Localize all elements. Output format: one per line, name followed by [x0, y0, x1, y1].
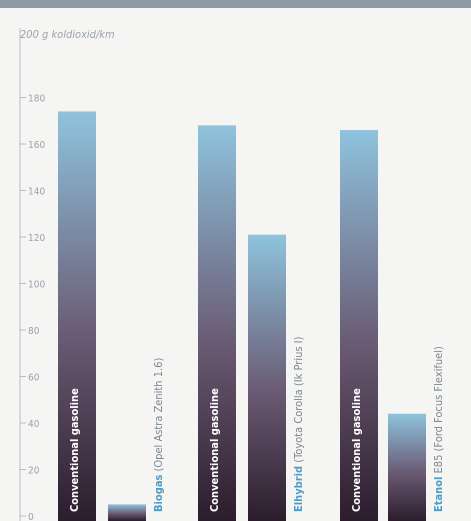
y-tick-label: 40 — [28, 419, 40, 430]
y-tick-label: 20 — [28, 466, 40, 477]
y-ticks: 0 20 40 60 80 100 120 140 160 180 — [20, 94, 45, 521]
y-tick-label: 80 — [28, 326, 40, 337]
category-label: Biogas (Opel Astra Zenith 1.6) — [152, 358, 165, 512]
bar — [58, 111, 96, 521]
bar — [248, 234, 286, 521]
y-tick-label: 60 — [28, 373, 40, 384]
bar-labels: Conventional gasoline Biogas (Opel Astra … — [68, 336, 445, 512]
bar — [340, 130, 378, 521]
category-label: Etanol E85 (Ford Focus Flexifuel) — [432, 346, 445, 512]
y-tick-label: 120 — [28, 233, 45, 244]
top-border — [0, 0, 471, 8]
bar — [108, 504, 146, 521]
bar — [198, 125, 236, 521]
category-label: Elhybrid (Toyota Corolla (Ik Prius I) — [292, 336, 305, 512]
y-tick-label: 140 — [28, 187, 45, 198]
bars — [58, 111, 426, 521]
y-axis-label: 200 g koldioxid/km — [20, 28, 115, 41]
category-label: Conventional gasoline — [68, 388, 81, 512]
y-tick-label: 160 — [28, 140, 45, 151]
y-tick-label: 180 — [28, 94, 45, 105]
y-tick-label: 100 — [28, 280, 45, 291]
y-tick-label: 0 — [28, 512, 34, 521]
category-label: Conventional gasoline — [350, 388, 363, 512]
bar — [388, 413, 426, 521]
category-label: Conventional gasoline — [208, 388, 221, 512]
